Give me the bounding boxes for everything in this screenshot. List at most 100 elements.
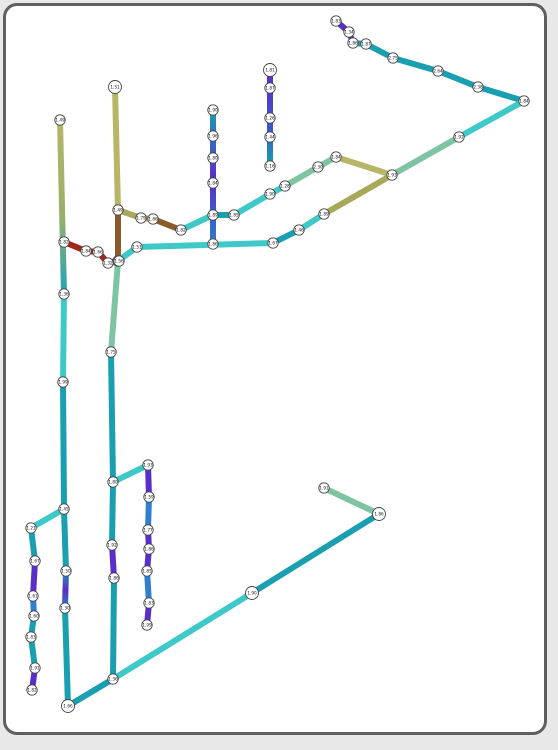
node-n11[interactable]: 1.84 [330,151,342,163]
node-n67[interactable]: 1.90 [245,586,259,600]
node-n1[interactable]: 1.83 [330,15,342,27]
node-circle [207,238,219,250]
node-n29[interactable]: 1.87 [264,82,276,94]
node-circle [27,590,39,602]
node-n25[interactable]: 1.80 [207,152,219,164]
node-n48[interactable]: 1.60 [28,610,40,622]
node-n62[interactable]: 1.77 [142,524,154,536]
node-n44[interactable]: 1.45 [58,503,70,515]
node-n42[interactable]: 1.36 [58,288,70,300]
node-n59[interactable]: 1.36 [107,673,119,685]
node-label: 1.91 [319,486,329,491]
node-label: 1.86 [109,576,119,581]
node-n50[interactable]: 1.91 [29,662,41,674]
node-n9[interactable]: 1.92 [453,131,465,143]
node-n43[interactable]: 1.99 [57,376,69,388]
edge-n46-n47 [30,558,38,599]
node-n66[interactable]: 1.99 [141,619,153,631]
node-n6[interactable]: 2.64 [432,65,444,77]
node-circle [293,224,305,236]
node-n34[interactable]: 1.46 [293,224,305,236]
edge-n22-n42 [57,117,67,297]
node-n16[interactable]: 1.89 [207,209,219,221]
node-n24[interactable]: 1.96 [207,130,219,142]
node-label: 1.87 [265,86,275,91]
node-n47[interactable]: 1.61 [27,590,39,602]
node-circle [25,522,37,534]
node-n31[interactable]: 1.44 [264,131,276,143]
node-n61[interactable]: 1.59 [143,491,155,503]
node-n5[interactable]: 2.75 [387,52,399,64]
node-n40[interactable]: 1.84 [80,245,92,257]
node-n51[interactable]: 1.82 [26,684,38,696]
node-circle [360,38,372,50]
node-n21[interactable]: 1.51 [108,80,122,94]
node-n35[interactable]: 1.67 [267,237,279,249]
node-n56[interactable]: 1.80 [107,476,119,488]
node-n32[interactable]: 1.16 [264,160,276,172]
node-n52[interactable]: 1.50 [60,565,72,577]
edge-n67-n68 [249,511,382,596]
node-n23[interactable]: 1.90 [207,104,219,116]
node-n2[interactable]: 1.34 [343,26,355,38]
node-n70[interactable]: 1.56 [113,255,125,267]
node-n65[interactable]: 1.83 [143,597,155,609]
node-n26[interactable]: 1.84 [207,177,219,189]
node-label: 1.28 [280,184,290,189]
edge-n14-n15 [231,191,273,218]
node-n45[interactable]: 1.21 [25,522,37,534]
node-n28[interactable]: 1.81 [263,63,277,77]
node-n33[interactable]: 1.89 [318,208,330,220]
edge-n35-n36 [134,240,276,250]
node-label: 2.75 [388,56,398,61]
node-n10[interactable]: 1.93 [386,169,398,181]
node-n12[interactable]: 2.30 [312,161,324,173]
edge-n10-n33 [321,172,395,217]
node-n20[interactable]: 1.49 [112,204,124,216]
node-circle [29,555,41,567]
edge-n52-n53 [62,568,69,611]
node-n4[interactable]: 1.87 [360,38,372,50]
node-n18[interactable]: 1.86 [147,213,159,225]
node-n19[interactable]: 1.79 [135,212,147,224]
node-n14[interactable]: 1.90 [264,188,276,200]
node-n41[interactable]: 1.82 [58,236,70,248]
node-n27[interactable]: 1.86 [207,238,219,250]
node-n58[interactable]: 1.86 [108,572,120,584]
node-label: 1.49 [113,208,123,213]
node-label: 1.90 [265,192,275,197]
node-label: 1.66 [63,704,73,709]
node-n39[interactable]: 1.66 [92,246,104,258]
node-n38[interactable]: 1.32 [102,257,114,269]
node-n17[interactable]: 1.82 [175,224,187,236]
edge-n5-n6 [390,55,441,74]
node-n15[interactable]: 1.85 [228,209,240,221]
node-n64[interactable]: 1.85 [141,565,153,577]
node-n49[interactable]: 1.83 [25,631,37,643]
node-circle [207,177,219,189]
node-label: 1.93 [387,173,397,178]
node-n7[interactable]: 2.38 [472,81,484,93]
node-circle [175,224,187,236]
node-n46[interactable]: 1.67 [29,555,41,567]
node-circle [228,209,240,221]
node-label: 1.80 [108,480,118,485]
node-n53[interactable]: 1.30 [59,602,71,614]
node-label: 1.61 [28,594,38,599]
node-label: 1.90 [208,108,218,113]
node-n54[interactable]: 1.66 [61,699,75,713]
node-n68[interactable]: 1.86 [372,507,386,521]
node-n57[interactable]: 1.92 [106,539,118,551]
node-n63[interactable]: 1.86 [143,543,155,555]
node-n55[interactable]: 1.75 [105,346,117,358]
node-n8[interactable]: 1.84 [518,95,530,107]
node-circle [387,52,399,64]
node-n30[interactable]: 1.26 [264,112,276,124]
node-n22[interactable]: 1.49 [54,114,66,126]
node-label: 1.87 [361,42,371,47]
node-n69[interactable]: 1.91 [318,482,330,494]
node-n13[interactable]: 1.28 [279,180,291,192]
node-n60[interactable]: 1.93 [142,459,154,471]
node-n3[interactable]: 1.86 [347,37,359,49]
node-n36[interactable]: 1.51 [131,241,143,253]
